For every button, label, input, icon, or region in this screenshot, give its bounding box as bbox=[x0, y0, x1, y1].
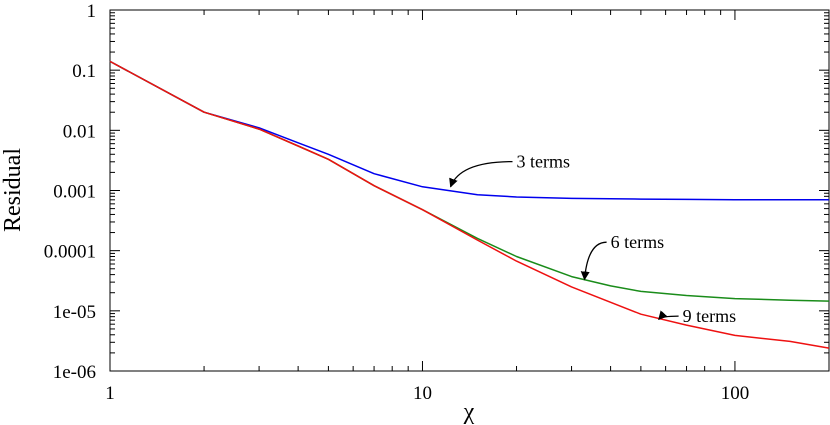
y-tick-label: 1e-05 bbox=[53, 302, 96, 323]
x-tick-label: 100 bbox=[721, 383, 750, 404]
x-axis-title: χ bbox=[463, 399, 475, 425]
series-line-9-terms bbox=[109, 60, 830, 349]
annotation-arrow bbox=[580, 241, 607, 281]
x-tick-label: 1 bbox=[105, 383, 115, 404]
annotation-arrow bbox=[449, 160, 513, 188]
y-tick-label: 0.001 bbox=[53, 182, 96, 203]
series-layer bbox=[109, 60, 830, 349]
annotation-label: 9 terms bbox=[683, 306, 737, 326]
annotation-arrow bbox=[658, 310, 679, 321]
y-tick-label: 1 bbox=[87, 1, 97, 22]
y-axis-title: Residual bbox=[0, 148, 26, 232]
y-tick-label: 0.1 bbox=[72, 61, 96, 82]
x-tick-label: 10 bbox=[413, 383, 432, 404]
tick-marks bbox=[109, 9, 830, 372]
series-line-3-terms bbox=[109, 60, 829, 201]
tick-labels: 1 10 100 1 0.1 0.01 0.001 0.0001 1e-05 1e-06 bbox=[44, 1, 749, 404]
annotations: 3 terms 6 terms 9 terms bbox=[449, 152, 737, 326]
y-tick-label: 0.0001 bbox=[44, 242, 96, 263]
y-tick-label: 1e-06 bbox=[53, 362, 96, 383]
series-line-6-terms bbox=[109, 60, 830, 302]
annotation-label: 3 terms bbox=[517, 152, 571, 172]
y-tick-label: 0.01 bbox=[63, 121, 96, 142]
annotation-label: 6 terms bbox=[611, 232, 665, 252]
